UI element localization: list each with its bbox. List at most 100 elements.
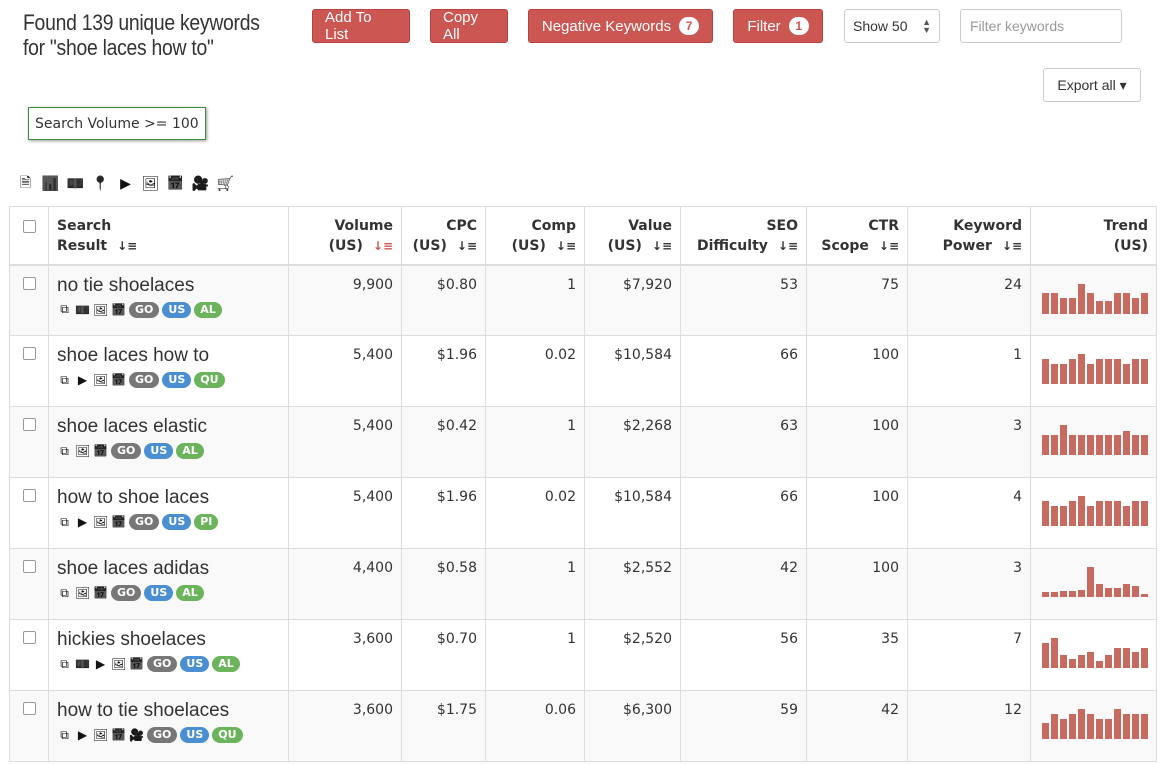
add-to-list-button[interactable]: Add To List — [312, 9, 410, 43]
sort-icon[interactable]: ↓≡ — [456, 239, 477, 253]
calendar-icon[interactable]: 📅 — [129, 657, 144, 671]
tag-pill[interactable]: US — [162, 372, 192, 388]
column-header[interactable]: CPC (US) ↓≡ — [401, 206, 486, 266]
calendar-icon[interactable]: 📅 — [93, 586, 108, 600]
tag-pill[interactable]: US — [144, 585, 174, 601]
tag-pill[interactable]: US — [180, 656, 210, 672]
row-checkbox[interactable] — [22, 560, 36, 573]
cart-icon[interactable]: 🛒 — [216, 175, 235, 192]
youtube-icon[interactable]: ▶ — [77, 515, 88, 529]
image-icon[interactable]: 🖼 — [75, 444, 91, 458]
column-header[interactable]: Search Result ↓≡ — [48, 206, 289, 266]
tag-pill[interactable]: GO — [129, 301, 160, 318]
keyword-link[interactable]: shoe laces adidas — [57, 558, 210, 579]
keyword-link[interactable]: how to tie shoelaces — [57, 700, 230, 721]
tag-pill[interactable]: GO — [147, 727, 178, 743]
image-icon[interactable]: 🖼 — [75, 586, 91, 600]
money-icon[interactable]: 💵 — [75, 302, 90, 317]
tag-pill[interactable]: GO — [129, 372, 160, 388]
row-checkbox[interactable] — [22, 631, 36, 644]
row-checkbox[interactable] — [22, 276, 36, 290]
calendar-icon[interactable]: 📅 — [93, 444, 108, 458]
column-header[interactable]: CTR Scope ↓≡ — [806, 206, 908, 266]
column-header[interactable]: Trend (US) — [1030, 206, 1157, 266]
column-header[interactable]: Volume (US) ↓≡ — [288, 206, 402, 266]
bar-chart-icon[interactable]: 📊 — [41, 175, 60, 192]
keyword-link[interactable]: how to shoe laces — [57, 487, 210, 508]
image-icon[interactable]: 🖼 — [93, 728, 109, 742]
select-all-checkbox[interactable] — [22, 220, 36, 233]
row-checkbox[interactable] — [22, 702, 36, 715]
calendar-icon[interactable]: 📅 — [111, 728, 126, 742]
show-count-select[interactable]: Show 50 ▲ ▼ — [844, 9, 940, 43]
tag-pill[interactable]: GO — [111, 585, 142, 601]
negative-keywords-button[interactable]: Negative Keywords 7 — [528, 9, 713, 43]
copy-icon[interactable]: ⧉ — [60, 585, 69, 600]
tag-pill[interactable]: PI — [194, 514, 219, 530]
filter-button[interactable]: Filter 1 — [733, 9, 823, 43]
tag-pill[interactable]: US — [162, 514, 192, 530]
export-all-button[interactable]: Export all ▾ — [1043, 68, 1141, 102]
sort-icon[interactable]: ↓≡ — [651, 239, 672, 253]
copy-icon[interactable]: ⧉ — [60, 302, 69, 316]
document-icon[interactable]: 🗎 — [19, 174, 32, 191]
tag-pill[interactable]: US — [180, 727, 210, 743]
row-checkbox[interactable] — [22, 418, 36, 431]
video-icon[interactable]: 🎥 — [129, 728, 144, 742]
calendar-icon[interactable]: 📅 — [111, 302, 126, 317]
copy-icon[interactable]: ⧉ — [60, 514, 69, 529]
image-icon[interactable]: 🖼 — [111, 657, 127, 671]
keyword-link[interactable]: shoe laces elastic — [57, 416, 207, 437]
money-icon[interactable]: 💵 — [75, 657, 90, 671]
image-icon[interactable]: 🖼 — [93, 515, 109, 529]
active-filter-chip[interactable]: Search Volume >= 100 — [28, 107, 206, 140]
copy-icon[interactable]: ⧉ — [60, 443, 69, 458]
tag-pill[interactable]: AL — [176, 443, 204, 459]
sort-icon[interactable]: ↓≡ — [1001, 239, 1022, 253]
sort-icon[interactable]: ↓≡ — [777, 239, 798, 253]
column-header[interactable]: Comp (US) ↓≡ — [485, 206, 585, 266]
calendar-icon[interactable]: 📅 — [111, 373, 126, 387]
video-icon[interactable]: 🎥 — [191, 175, 210, 192]
youtube-icon[interactable]: ▶ — [77, 373, 88, 387]
keyword-link[interactable]: hickies shoelaces — [57, 629, 206, 650]
image-icon[interactable]: 🖼 — [93, 302, 109, 317]
tag-pill[interactable]: US — [144, 443, 174, 459]
trend-bar — [1096, 300, 1103, 314]
sort-icon[interactable]: ↓≡ — [372, 239, 393, 253]
sort-icon[interactable]: ↓≡ — [117, 239, 138, 253]
row-checkbox[interactable] — [22, 489, 36, 502]
image-icon[interactable]: 🖼 — [93, 373, 109, 387]
tag-pill[interactable]: US — [162, 301, 192, 318]
youtube-icon[interactable]: ▶ — [77, 728, 88, 742]
sort-icon[interactable]: ↓≡ — [878, 239, 899, 253]
copy-icon[interactable]: ⧉ — [60, 372, 69, 387]
image-icon[interactable]: 🖼 — [141, 175, 160, 192]
column-header[interactable]: Keyword Power ↓≡ — [907, 206, 1031, 266]
calendar-icon[interactable]: 📅 — [166, 175, 185, 192]
calendar-icon[interactable]: 📅 — [111, 515, 126, 529]
tag-pill[interactable]: QU — [194, 372, 225, 388]
tag-pill[interactable]: GO — [129, 514, 160, 530]
tag-pill[interactable]: AL — [194, 301, 222, 318]
keyword-link[interactable]: shoe laces how to — [57, 345, 210, 366]
money-icon[interactable]: 💵 — [66, 175, 85, 192]
tag-pill[interactable]: AL — [176, 585, 204, 601]
column-header[interactable]: Value (US) ↓≡ — [584, 206, 681, 266]
tag-pill[interactable]: GO — [147, 656, 178, 672]
tag-pill[interactable]: QU — [212, 727, 243, 743]
copy-all-button[interactable]: Copy All — [430, 9, 508, 43]
keyword-link[interactable]: no tie shoelaces — [57, 274, 195, 296]
sort-icon[interactable]: ↓≡ — [555, 239, 576, 253]
youtube-icon[interactable]: ▶ — [95, 657, 106, 671]
location-pin-icon[interactable]: 📍 — [91, 175, 110, 192]
tag-pill[interactable]: GO — [111, 443, 142, 459]
copy-icon[interactable]: ⧉ — [60, 727, 69, 742]
filter-keywords-input[interactable] — [960, 9, 1122, 43]
negative-keywords-label: Negative Keywords — [541, 17, 672, 35]
row-checkbox[interactable] — [22, 347, 36, 360]
copy-icon[interactable]: ⧉ — [60, 656, 69, 671]
column-header[interactable]: SEO Difficulty ↓≡ — [680, 206, 807, 266]
youtube-icon[interactable]: ▶ — [120, 175, 131, 192]
tag-pill[interactable]: AL — [212, 656, 240, 672]
